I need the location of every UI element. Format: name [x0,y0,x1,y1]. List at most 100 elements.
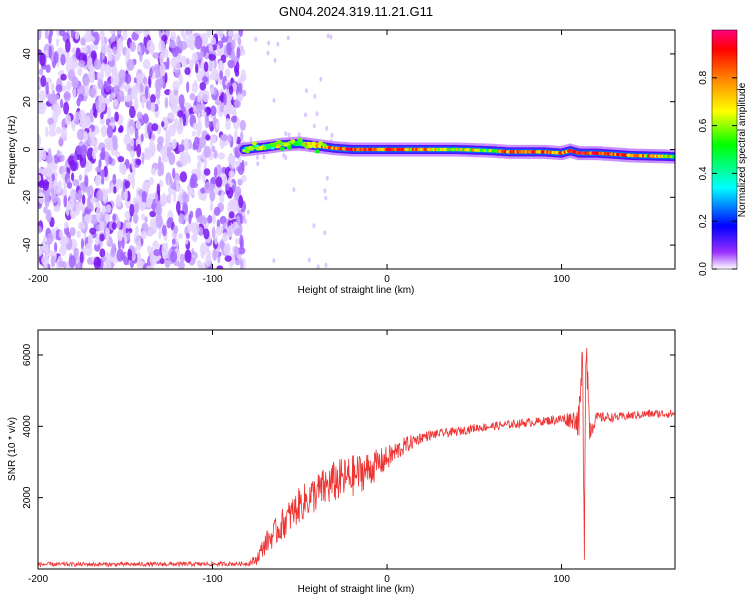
noise-blob [204,116,210,129]
noise-blob [239,119,246,131]
noise-blob [77,189,82,203]
noise-blob [165,131,171,143]
noise-blob [131,175,135,189]
noise-blob [203,61,209,73]
noise-blob [159,63,166,76]
noise-blob [38,174,42,182]
spectrogram-y-tick-label: 40 [22,48,33,60]
noise-blob [180,30,185,37]
noise-blob [218,60,224,72]
noise-blob [44,196,50,208]
noise-blob [124,180,131,189]
noise-blob [112,173,117,186]
noise-blob [159,52,165,66]
noise-dot [266,50,270,56]
noise-blob [126,231,131,241]
noise-blob [227,30,234,37]
noise-blob [234,160,240,168]
noise-blob [219,194,224,203]
noise-blob [174,61,181,71]
noise-blob [191,52,198,62]
noise-blob [96,72,101,80]
noise-blob [178,74,184,86]
noise-dot [284,131,288,137]
noise-blob [219,215,227,225]
noise-blob [227,200,235,215]
noise-blob [117,156,125,163]
noise-blob [241,89,247,97]
noise-blob [60,154,65,162]
noise-blob [141,152,145,165]
noise-blob [89,196,98,204]
noise-blob [122,222,127,236]
noise-blob [177,144,185,153]
noise-blob [102,256,107,263]
noise-blob [135,121,142,130]
noise-dot [286,35,290,41]
noise-blob [228,211,235,219]
spectrogram-y-axis-label: Frequency (Hz) [7,116,18,185]
noise-blob [38,106,46,115]
noise-blob [61,118,66,127]
noise-blob [38,180,47,189]
noise-blob [147,228,154,237]
noise-blob [211,226,216,240]
noise-blob [125,221,132,229]
noise-blob [82,73,89,87]
noise-blob [141,213,146,221]
noise-blob [83,115,92,129]
noise-blob [123,30,128,41]
noise-dot [326,33,330,39]
spectrogram-x-axis-label: Height of straight line (km) [298,285,415,296]
noise-blob [187,33,195,46]
noise-blob [170,100,177,114]
snr-series-line [38,347,675,568]
noise-blob [156,183,161,196]
noise-blob [99,233,105,242]
noise-blob [189,59,194,70]
noise-dot [256,155,259,160]
noise-blob [87,35,96,43]
noise-blob [112,141,119,151]
noise-blob [197,112,201,124]
noise-blob [123,133,131,146]
noise-blob [50,82,55,91]
noise-blob [224,68,231,78]
noise-blob [136,143,142,158]
noise-blob [55,84,63,93]
noise-blob [99,221,105,232]
noise-blob [132,213,139,224]
spectrogram-y-tick-label: -20 [22,190,33,205]
figure-title: GN04.2024.319.11.21.G11 [279,4,433,19]
noise-blob [162,224,167,237]
noise-blob [143,113,149,124]
noise-blob [190,173,198,184]
noise-blob [68,255,76,268]
noise-blob [173,225,179,235]
noise-blob [146,195,150,207]
noise-blob [177,261,185,269]
noise-blob [106,106,112,120]
noise-blob [233,99,241,109]
noise-blob [113,84,119,95]
noise-blob [38,192,45,204]
signal-blob [283,142,289,147]
noise-blob [38,225,42,234]
noise-dot [305,88,308,94]
noise-blob [111,242,116,249]
noise-blob [182,113,187,127]
noise-dot [316,264,320,269]
noise-blob [104,259,112,269]
noise-blob [72,120,76,132]
noise-blob [50,255,56,268]
noise-blob [89,43,94,51]
noise-blob [175,185,182,193]
noise-blob [184,67,191,76]
noise-blob [168,178,173,185]
noise-blob [195,63,199,74]
noise-blob [120,95,125,103]
noise-blob [234,228,242,237]
signal-blob [248,145,254,150]
noise-blob [100,176,105,185]
snr-y-tick-label: 4000 [22,415,33,438]
